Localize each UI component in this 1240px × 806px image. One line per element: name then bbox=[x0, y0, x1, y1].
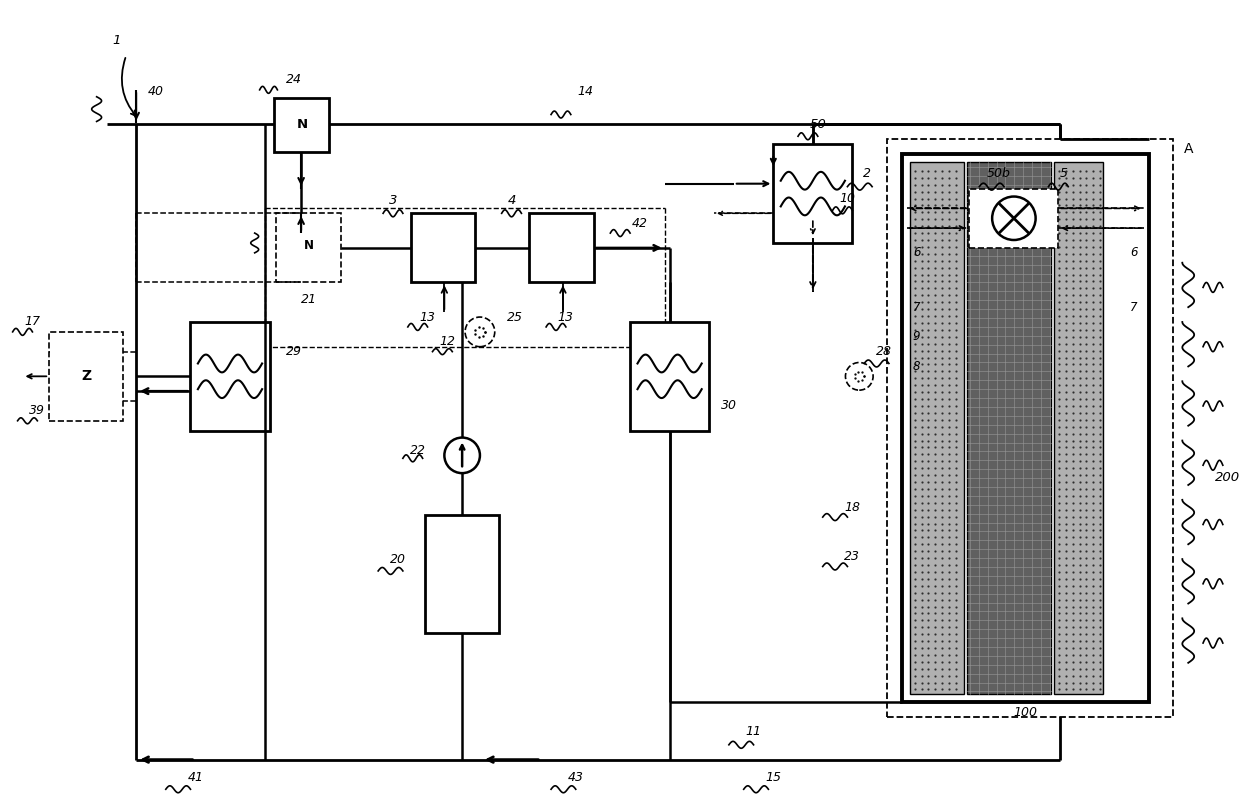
Bar bbox=[901, 154, 1148, 702]
Bar bbox=[970, 189, 1058, 248]
Text: N: N bbox=[296, 118, 308, 131]
Circle shape bbox=[846, 363, 873, 390]
Text: N: N bbox=[304, 239, 314, 252]
Text: 39: 39 bbox=[30, 405, 46, 418]
Bar bbox=[910, 162, 963, 695]
Bar bbox=[424, 515, 498, 634]
Bar bbox=[887, 139, 1173, 717]
Text: 24: 24 bbox=[286, 73, 303, 86]
Bar bbox=[50, 332, 123, 421]
Text: 17: 17 bbox=[25, 315, 41, 329]
Text: 40: 40 bbox=[148, 85, 164, 98]
Text: 200: 200 bbox=[1215, 471, 1240, 484]
Bar bbox=[774, 144, 852, 243]
Bar bbox=[274, 98, 329, 152]
Bar bbox=[410, 214, 475, 282]
Text: 22: 22 bbox=[409, 444, 425, 457]
Text: 11: 11 bbox=[745, 725, 761, 738]
Bar bbox=[630, 322, 709, 430]
Circle shape bbox=[465, 317, 495, 347]
Text: 30: 30 bbox=[720, 400, 737, 413]
Text: 50: 50 bbox=[810, 118, 826, 131]
Text: 42: 42 bbox=[632, 217, 649, 230]
Text: Z: Z bbox=[82, 369, 92, 384]
Text: 1: 1 bbox=[112, 34, 120, 47]
Text: 14: 14 bbox=[578, 85, 594, 98]
Text: 9: 9 bbox=[913, 330, 920, 343]
Text: 7: 7 bbox=[1130, 301, 1137, 314]
Bar bbox=[191, 322, 269, 430]
Text: 8: 8 bbox=[913, 360, 920, 373]
Text: 41: 41 bbox=[187, 771, 203, 784]
Bar bbox=[529, 214, 594, 282]
Text: 50b: 50b bbox=[987, 168, 1011, 181]
Text: 43: 43 bbox=[568, 771, 584, 784]
Text: 18: 18 bbox=[844, 501, 861, 513]
Bar bbox=[277, 214, 341, 282]
Text: 21: 21 bbox=[301, 293, 317, 305]
Text: 100: 100 bbox=[1013, 706, 1037, 719]
Text: 28: 28 bbox=[875, 345, 892, 358]
Bar bbox=[1054, 162, 1104, 695]
Circle shape bbox=[992, 197, 1035, 240]
Text: 13: 13 bbox=[419, 310, 435, 323]
Bar bbox=[967, 162, 1052, 695]
Text: 6: 6 bbox=[1130, 247, 1137, 260]
Text: 10: 10 bbox=[839, 192, 856, 205]
Text: 25: 25 bbox=[506, 310, 522, 323]
Text: A: A bbox=[1183, 142, 1193, 156]
Text: 4: 4 bbox=[507, 194, 516, 207]
Text: 7: 7 bbox=[913, 301, 920, 314]
Text: 20: 20 bbox=[389, 553, 405, 566]
Text: 2: 2 bbox=[863, 168, 872, 181]
Text: 15: 15 bbox=[765, 771, 781, 784]
Circle shape bbox=[444, 438, 480, 473]
Text: 6: 6 bbox=[913, 247, 920, 260]
Text: 5: 5 bbox=[1059, 168, 1068, 181]
Text: 23: 23 bbox=[844, 550, 861, 563]
Text: 13: 13 bbox=[558, 310, 574, 323]
Text: 29: 29 bbox=[286, 345, 303, 358]
Text: 3: 3 bbox=[389, 194, 397, 207]
Text: 12: 12 bbox=[439, 335, 455, 348]
